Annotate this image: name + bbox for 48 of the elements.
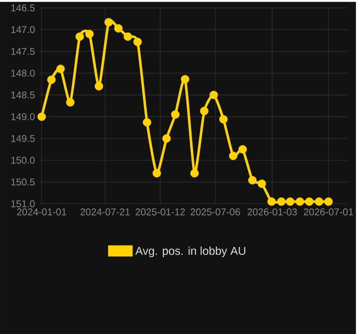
y-tick-label: 150.0 (11, 156, 35, 164)
point (124, 32, 132, 41)
point (277, 197, 286, 206)
x-tick-label: 2026-07-01 (304, 208, 354, 216)
point (162, 134, 171, 143)
y-tick-label: 151.0 (11, 200, 35, 208)
x-tick-label: 2025-01-12 (136, 208, 185, 216)
x-tick-label: 2026-01-03 (248, 208, 297, 216)
y-tick-label: 150.5 (11, 178, 35, 186)
y-tick-label: 149.0 (11, 113, 35, 120)
y-tick-label: 146.5 (11, 4, 35, 12)
x-tick-label: 2024-01-01 (17, 208, 66, 216)
y-tick-label: 148.0 (11, 70, 35, 77)
point (133, 38, 142, 46)
point (210, 90, 218, 100)
point (314, 197, 324, 206)
point (219, 115, 228, 124)
point (171, 110, 180, 119)
point (47, 76, 56, 84)
legend-label: Avg. pos. in lobby AU (135, 246, 246, 258)
y-tick-label: 147.0 (11, 26, 35, 34)
point (142, 118, 152, 127)
y-tick-label: 149.5 (11, 134, 35, 142)
point (229, 152, 238, 160)
y-tick-label: 147.5 (11, 48, 35, 55)
point (104, 18, 113, 26)
point (190, 169, 199, 178)
point (56, 64, 65, 74)
x-tick-label: 2025-07-06 (190, 208, 240, 216)
point (238, 145, 247, 154)
point (324, 197, 333, 206)
point (286, 197, 294, 206)
x-tick-label: 2024-07-21 (80, 208, 130, 216)
point (85, 30, 94, 38)
point (258, 180, 266, 188)
point (305, 197, 314, 206)
y-tick-label: 148.5 (11, 91, 35, 98)
point (152, 169, 161, 178)
point (76, 32, 84, 41)
point (296, 197, 304, 206)
point (114, 24, 123, 33)
point (200, 106, 208, 116)
point (248, 176, 257, 184)
point (37, 112, 46, 121)
point (66, 98, 74, 107)
point (94, 82, 104, 90)
point (180, 75, 190, 84)
point (267, 197, 276, 206)
